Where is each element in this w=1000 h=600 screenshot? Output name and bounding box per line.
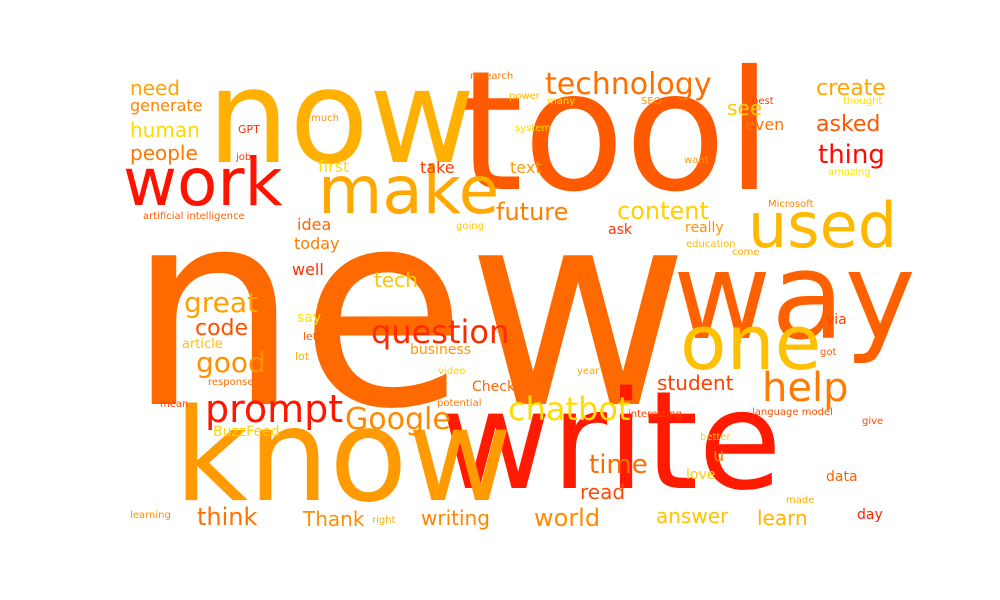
word-people: people <box>130 141 198 165</box>
word-Thank: Thank <box>303 507 365 531</box>
word-today: today <box>294 234 340 253</box>
word-lot: lot <box>295 350 310 363</box>
word-system: system <box>515 123 552 134</box>
word-future: future <box>496 198 569 226</box>
word-know: know <box>174 382 513 531</box>
word-learn: learn <box>757 506 808 530</box>
word-technology: technology <box>545 67 712 102</box>
word-response: response <box>208 377 254 388</box>
word-create: create <box>816 76 886 101</box>
word-answer: answer <box>656 504 729 528</box>
word-u: u <box>713 445 725 466</box>
word-content: content <box>617 197 709 225</box>
word-write: write <box>440 363 782 521</box>
word-language-model: language model <box>752 407 833 418</box>
word-video: video <box>438 366 466 377</box>
word-GPT: GPT <box>238 123 260 136</box>
word-tech: tech <box>374 268 418 292</box>
word-data: data <box>826 469 858 485</box>
word-BuzzFeed: BuzzFeed <box>213 424 280 440</box>
word-Microsoft: Microsoft <box>768 199 814 210</box>
word-need: need <box>130 76 180 100</box>
word-now: now <box>207 41 476 193</box>
word-learning: learning <box>130 510 171 521</box>
word-article: article <box>182 337 223 352</box>
word-power: power <box>509 91 540 102</box>
word-tool: tool <box>458 36 773 229</box>
word-chatbot: chatbot <box>508 390 631 428</box>
word-great: great <box>184 286 259 319</box>
word-take: take <box>420 158 455 177</box>
word-ask: ask <box>608 222 632 238</box>
word-writing: writing <box>421 506 490 530</box>
word-say: say <box>297 310 322 326</box>
word-Check: Check <box>472 379 516 395</box>
word-artificial-intelligence: artificial intelligence <box>143 211 245 222</box>
word-Google: Google <box>345 402 451 437</box>
word-research: research <box>470 71 514 82</box>
word-way: way <box>673 228 916 367</box>
word-make: make <box>318 152 500 229</box>
word-first: first <box>318 157 350 176</box>
word-amazing: amazing <box>828 167 871 178</box>
word-world: world <box>534 504 601 532</box>
word-job: job <box>236 152 252 163</box>
word-generate: generate <box>130 96 203 115</box>
word-better: better <box>700 432 731 443</box>
word-thing: thing <box>818 140 885 170</box>
word-right: right <box>372 515 396 526</box>
word-used: used <box>748 189 898 262</box>
word-code: code <box>195 316 249 341</box>
word-got: got <box>820 347 837 358</box>
word-want: want <box>684 155 709 166</box>
word-time: time <box>589 450 648 480</box>
word-best: best <box>752 96 774 107</box>
word-day: day <box>857 507 883 523</box>
word-much: much <box>311 113 339 124</box>
word-mean: mean <box>160 399 189 410</box>
word-well: well <box>292 260 324 279</box>
word-work: work <box>123 144 283 221</box>
word-help: help <box>762 365 849 411</box>
word-business: business <box>410 342 472 358</box>
word-potential: potential <box>437 398 482 409</box>
word-idea: idea <box>297 215 332 234</box>
word-even: even <box>745 115 785 134</box>
word-new: new <box>127 153 690 469</box>
word-let: let <box>303 330 318 343</box>
word-student: student <box>657 371 734 395</box>
word-one: one <box>680 298 822 387</box>
word-human: human <box>130 118 200 142</box>
word-made: made <box>786 495 815 506</box>
word-many: many <box>547 96 576 107</box>
word-via: via <box>826 312 847 328</box>
word-prompt: prompt <box>205 387 344 431</box>
word-good: good <box>196 346 266 379</box>
word-going: going <box>456 221 484 232</box>
word-love: love <box>686 467 716 483</box>
word-think: think <box>197 503 258 531</box>
word-thought: thought <box>843 96 883 107</box>
word-really: really <box>685 220 724 236</box>
word-come: come <box>732 247 760 258</box>
word-asked: asked <box>816 112 881 137</box>
word-text: text <box>510 158 542 177</box>
word-see: see <box>727 96 763 120</box>
word-SEO: SEO <box>641 96 662 107</box>
word-interesting: interesting <box>628 409 682 420</box>
word-education: education <box>686 239 736 250</box>
word-read: read <box>580 480 626 504</box>
word-year: year <box>577 366 600 377</box>
word-give: give <box>862 416 884 427</box>
word-question: question <box>371 313 510 351</box>
